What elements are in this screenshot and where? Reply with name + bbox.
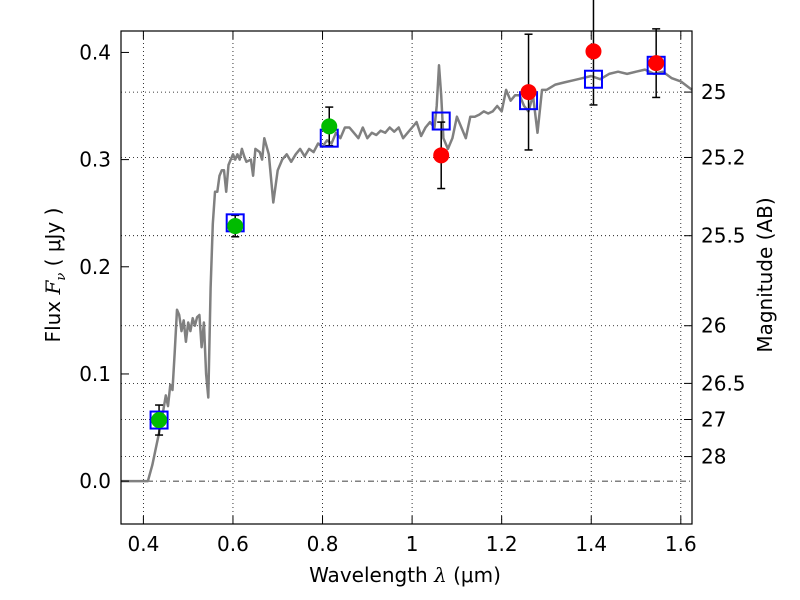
error-bars-layer	[155, 0, 661, 436]
photometry-points-layer	[149, 43, 666, 430]
x-tick-label: 0.4	[127, 532, 159, 556]
model-square-point	[149, 410, 169, 430]
y2-tick-label: 25.2	[701, 145, 746, 169]
y-tick-label: 0.1	[79, 362, 111, 386]
y-ticks: 0.0 0.1 0.2 0.3 0.4	[79, 40, 129, 493]
y-tick-label: 0.2	[79, 255, 111, 279]
x-tick-label: 1	[406, 532, 419, 556]
y2-tick-label: 26	[701, 314, 726, 338]
y-axis-title: Flux Fν ( μJy )	[41, 208, 69, 343]
observed-point	[151, 412, 168, 429]
x-ticks: 0.4 0.6 0.8 1 1.2 1.4 1.6	[127, 31, 697, 556]
x-tick-label: 1.6	[665, 532, 697, 556]
model-square-point	[431, 111, 451, 131]
grid-lines	[121, 31, 692, 524]
y2-tick-label: 26.5	[701, 371, 746, 395]
plot-frame	[120, 30, 693, 525]
observed-point	[227, 218, 244, 235]
spectrum-line	[121, 64, 693, 483]
y2-tick-label: 25.5	[701, 224, 746, 248]
y2-tick-label: 25	[701, 80, 726, 104]
x-tick-label: 0.6	[217, 532, 249, 556]
spectrum-layer	[121, 64, 693, 483]
x-tick-label: 1.2	[486, 532, 518, 556]
y2-tick-label: 28	[701, 445, 726, 469]
y-tick-label: 0.3	[79, 148, 111, 172]
y2-tick-label: 27	[701, 408, 726, 432]
observed-point	[433, 147, 450, 164]
observed-point	[520, 84, 537, 101]
model-square-point	[583, 69, 603, 89]
observed-point	[585, 43, 602, 60]
y2-axis-title: Magnitude (AB)	[753, 197, 777, 352]
observed-point	[648, 55, 665, 72]
y-tick-label: 0.4	[79, 40, 111, 64]
x-axis-title: Wavelength λ (μm)	[309, 563, 501, 587]
y2-ticks: 25 25.2 25.5 26 26.5 27 28	[684, 80, 746, 469]
axes-frame	[120, 30, 693, 525]
x-tick-label: 0.8	[307, 532, 339, 556]
observed-point	[321, 118, 338, 135]
y-tick-label: 0.0	[79, 469, 111, 493]
x-tick-label: 1.4	[575, 532, 607, 556]
